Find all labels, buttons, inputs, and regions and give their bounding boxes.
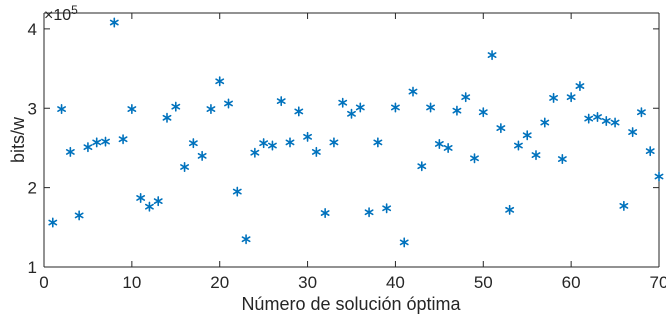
data-point: [241, 234, 251, 245]
data-point: [470, 153, 479, 164]
data-point: [584, 113, 594, 124]
data-point: [593, 111, 602, 122]
x-tick-label: 20: [210, 273, 229, 292]
data-point: [136, 192, 146, 203]
data-point: [57, 104, 67, 115]
data-point: [531, 150, 541, 161]
data-point: [566, 92, 576, 103]
data-point: [478, 107, 488, 118]
y-multiplier-exponent: 5: [71, 3, 78, 17]
data-point: [259, 138, 269, 149]
data-point: [540, 117, 550, 128]
data-point: [426, 102, 436, 113]
data-point: [153, 196, 163, 207]
data-point: [285, 137, 295, 148]
data-point: [171, 101, 181, 112]
data-point: [267, 140, 277, 151]
data-point: [654, 171, 664, 182]
plot-area: [44, 13, 659, 267]
data-point: [127, 104, 137, 115]
data-point: [215, 76, 225, 87]
y-tick-label: 2: [28, 179, 37, 198]
data-point: [320, 208, 330, 219]
y-multiplier-base: ×10: [44, 7, 71, 24]
data-point: [505, 204, 515, 215]
data-point: [461, 92, 471, 103]
data-point: [610, 117, 620, 128]
data-point: [294, 106, 304, 117]
x-tick-label: 40: [386, 273, 405, 292]
y-axis-multiplier: ×105: [44, 3, 78, 24]
data-point: [101, 136, 110, 147]
data-point: [206, 104, 216, 115]
data-point: [276, 96, 286, 107]
data-point: [355, 102, 365, 113]
y-tick-label: 4: [28, 20, 37, 39]
data-point: [303, 131, 313, 142]
data-point: [452, 105, 462, 116]
data-point: [197, 150, 207, 161]
data-point: [399, 237, 409, 248]
data-point: [65, 146, 75, 157]
data-point: [601, 115, 611, 126]
data-point: [390, 102, 400, 113]
x-tick-label: 60: [562, 273, 581, 292]
data-point: [496, 123, 506, 134]
data-point: [443, 142, 453, 153]
data-point: [347, 108, 356, 119]
data-point: [434, 138, 444, 149]
data-point: [487, 50, 497, 61]
data-point: [373, 137, 383, 148]
ticks: 0 10 20 30 40 50 60 70 1 2 3 4: [28, 13, 666, 292]
data-point: [232, 186, 242, 197]
x-tick-label: 0: [39, 273, 48, 292]
x-tick-label: 70: [650, 273, 666, 292]
data-point: [557, 154, 567, 165]
data-point: [619, 200, 629, 211]
data-point: [162, 112, 172, 123]
data-point: [48, 217, 58, 228]
x-tick-label: 30: [298, 273, 317, 292]
data-point: [645, 146, 655, 157]
x-tick-label: 50: [474, 273, 493, 292]
data-point: [329, 137, 339, 148]
y-tick-label: 1: [28, 258, 37, 277]
data-point: [364, 207, 374, 218]
data-point: [628, 127, 638, 138]
data-point: [636, 107, 646, 118]
data-point: [144, 201, 154, 212]
y-axis-label: bits/w: [8, 116, 28, 163]
data-point: [180, 161, 190, 172]
data-point: [417, 161, 427, 172]
axes: [43, 12, 660, 268]
data-point: [311, 146, 321, 157]
data-point: [382, 203, 392, 214]
data-point: [513, 140, 523, 151]
data-point: [250, 147, 260, 158]
data-points: [48, 17, 664, 248]
data-point: [109, 17, 119, 28]
data-point: [188, 138, 198, 149]
data-point: [224, 98, 233, 109]
data-point: [522, 130, 532, 141]
data-point: [74, 210, 84, 221]
y-tick-label: 3: [28, 99, 37, 118]
data-point: [118, 134, 128, 145]
x-axis-label: Número de solución óptima: [241, 294, 461, 314]
data-point: [338, 97, 348, 108]
data-point: [549, 92, 559, 103]
data-point: [408, 86, 418, 97]
data-point: [92, 137, 102, 148]
x-tick-label: 10: [122, 273, 141, 292]
data-point: [83, 142, 93, 153]
data-point: [575, 81, 585, 92]
